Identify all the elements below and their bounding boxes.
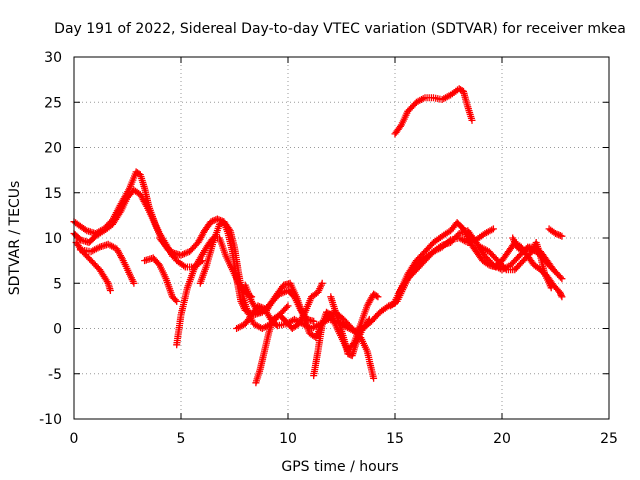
y-tick-label: 0	[53, 322, 62, 338]
x-tick-label: 15	[386, 431, 404, 447]
series-arc-7	[173, 234, 256, 349]
series-arc-20	[545, 225, 566, 240]
x-tick-label: 20	[493, 431, 511, 447]
y-tick-label: 20	[44, 141, 62, 157]
y-tick-label: 5	[53, 276, 62, 292]
series-arc-11	[252, 279, 326, 387]
x-axis-label: GPS time / hours	[281, 459, 398, 475]
series-arc-3	[72, 239, 114, 294]
series-arc-13	[327, 293, 373, 360]
x-tick-label: 0	[70, 431, 79, 447]
x-tick-label: 5	[177, 431, 186, 447]
series-arc-19	[509, 234, 557, 274]
chart-title: Day 191 of 2022, Sidereal Day-to-day VTE…	[54, 21, 626, 37]
y-tick-label: -5	[48, 367, 62, 383]
grid-layer	[74, 57, 609, 419]
plot-frame	[73, 56, 610, 420]
series-arc-14	[391, 85, 476, 138]
series-arc-4	[76, 240, 138, 287]
data-layer	[70, 85, 566, 387]
x-tick-label: 10	[279, 431, 297, 447]
y-tick-label: 25	[44, 95, 62, 111]
y-axis-label: SDTVAR / TECUs	[7, 181, 23, 296]
x-tick-label: 25	[600, 431, 618, 447]
y-tick-label: 10	[44, 231, 62, 247]
y-tick-label: 30	[44, 50, 62, 66]
series-arc-5	[141, 254, 181, 305]
label-layer: 0 5 10 15 20 25 -10 -5 0 5 10 15 20 25 30	[39, 50, 618, 447]
y-tick-label: -10	[39, 412, 62, 428]
y-tick-label: 15	[44, 186, 62, 202]
